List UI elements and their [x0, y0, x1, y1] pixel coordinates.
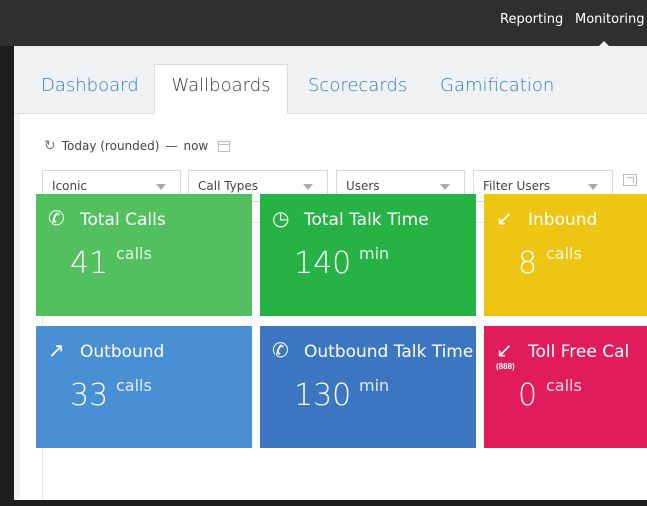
tab-wallboards[interactable]: Wallboards [154, 64, 288, 115]
range-separator: — [165, 139, 178, 153]
select-value: Call Types [198, 179, 259, 193]
card-unit: calls [546, 244, 582, 263]
card-title: Total Calls [80, 210, 166, 230]
calendar-icon[interactable] [218, 140, 231, 152]
select-value: Iconic [52, 179, 88, 193]
phone-outbound-time-icon: ✆ [272, 338, 289, 362]
tab-scorecards[interactable]: Scorecards [308, 75, 408, 96]
phone-sum-icon: ✆ [48, 206, 65, 230]
export-icon[interactable] [623, 174, 637, 186]
range-end: now [183, 139, 209, 153]
card-total-calls[interactable]: ✆ Total Calls 41 calls [36, 194, 252, 316]
chevron-down-icon [440, 184, 450, 190]
card-unit: calls [116, 244, 152, 263]
top-navbar: Reporting Monitoring [0, 0, 647, 47]
card-title: Toll Free Cal [528, 342, 630, 362]
card-title: Outbound [80, 342, 165, 362]
tab-bar: Dashboard Wallboards Scorecards Gamifica… [14, 46, 647, 115]
bottom-edge [14, 500, 647, 506]
chevron-down-icon [588, 184, 598, 190]
card-toll-free-calls[interactable]: ↙ (888) Toll Free Cal 0 calls [484, 326, 647, 448]
card-title: Outbound Talk Time [304, 342, 474, 362]
refresh-icon[interactable]: ↻ [44, 138, 56, 154]
card-outbound-talk-time[interactable]: ✆ Outbound Talk Time 130 min [260, 326, 476, 448]
range-label: Today (rounded) [61, 139, 160, 153]
card-value: 130 [294, 378, 352, 413]
card-unit: calls [116, 376, 152, 395]
card-unit: calls [546, 376, 582, 395]
tab-gamification[interactable]: Gamification [440, 75, 555, 96]
phone-clock-icon: ◷ [272, 206, 290, 230]
card-unit: min [359, 244, 390, 263]
card-title: Inbound [528, 210, 598, 230]
select-value: Users [346, 179, 380, 193]
nav-monitoring[interactable]: Monitoring [575, 12, 645, 27]
card-value: 140 [294, 246, 352, 281]
phone-outbound-icon: ↗ [48, 338, 65, 362]
nav-reporting[interactable]: Reporting [500, 12, 564, 27]
card-value: 0 [518, 378, 538, 413]
chevron-down-icon [303, 184, 313, 190]
toll-free-number-label: (888) [496, 362, 515, 371]
card-unit: min [359, 376, 390, 395]
active-nav-indicator [598, 41, 610, 47]
phone-inbound-icon: ↙ [496, 206, 513, 230]
card-outbound[interactable]: ↗ Outbound 33 calls [36, 326, 252, 448]
card-value: 33 [70, 378, 109, 413]
card-value: 8 [518, 246, 538, 281]
card-inbound[interactable]: ↙ Inbound 8 calls [484, 194, 647, 316]
tab-dashboard[interactable]: Dashboard [41, 75, 139, 96]
chevron-down-icon [156, 184, 166, 190]
card-title: Total Talk Time [304, 210, 429, 230]
select-value: Filter Users [483, 179, 551, 193]
card-total-talk-time[interactable]: ◷ Total Talk Time 140 min [260, 194, 476, 316]
card-value: 41 [70, 246, 109, 281]
toll-free-icon: ↙ [496, 338, 513, 362]
date-range[interactable]: ↻ Today (rounded) — now [44, 138, 231, 154]
